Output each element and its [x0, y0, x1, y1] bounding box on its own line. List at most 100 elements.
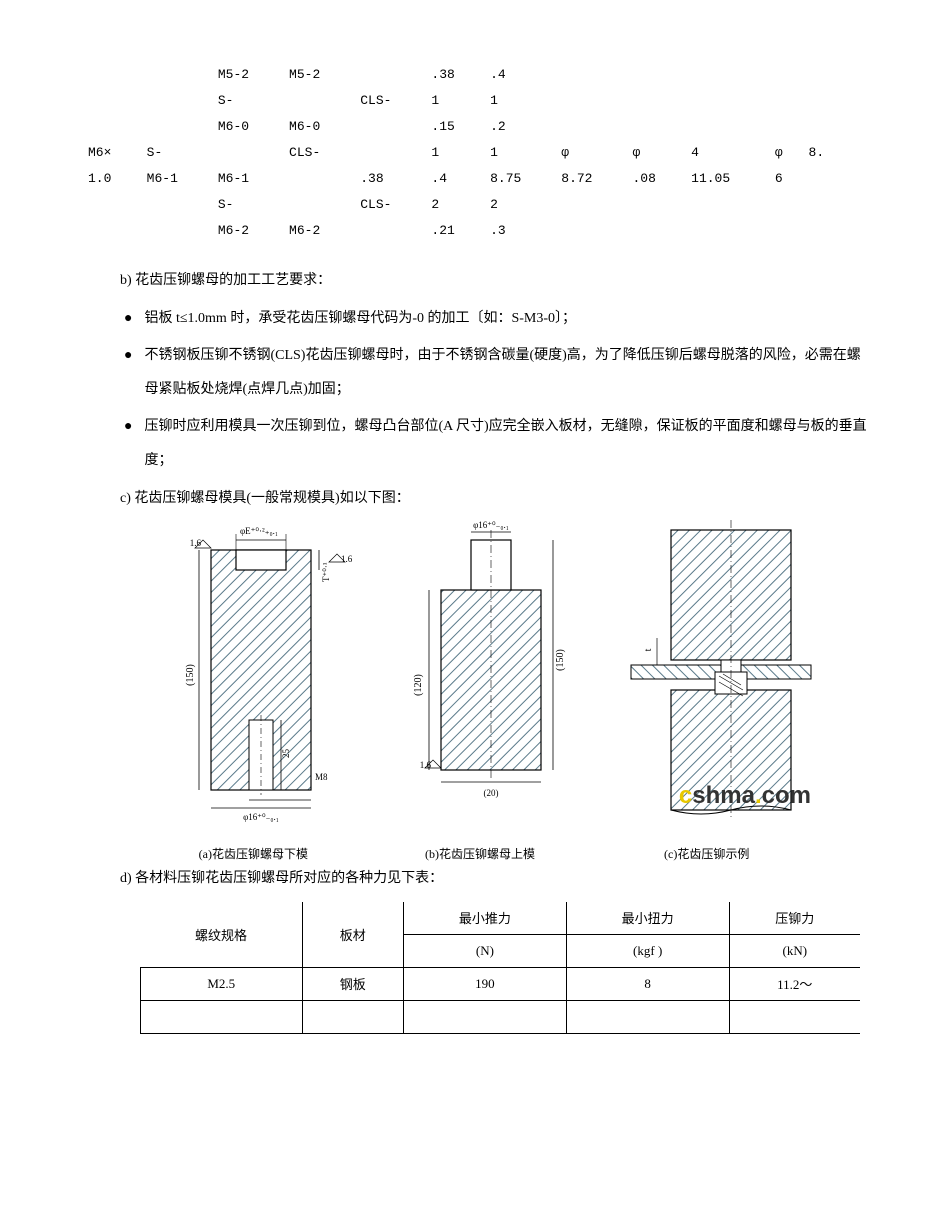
spec-cell [685, 114, 767, 138]
th-force-unit: (kN) [729, 934, 860, 967]
spec-cell [685, 88, 767, 112]
svg-text:(20): (20) [484, 788, 499, 798]
spec-cell [283, 166, 352, 190]
spec-cell: .4 [484, 62, 553, 86]
caption-b: (b)花齿压铆螺母上模 [367, 845, 594, 862]
svg-text:φE⁺⁰·²₊₀.₁: φE⁺⁰·²₊₀.₁ [240, 526, 278, 536]
spec-cell [626, 114, 683, 138]
spec-cell: 2 [425, 192, 482, 216]
th-material: 板材 [302, 902, 403, 968]
spec-cell: M6× [82, 140, 139, 164]
spec-cell: .2 [484, 114, 553, 138]
spec-cell: 4 [685, 140, 767, 164]
spec-cell [141, 218, 210, 242]
spec-cell: M6-0 [212, 114, 281, 138]
svg-text:M8: M8 [315, 772, 328, 782]
svg-text:(120): (120) [413, 674, 424, 696]
spec-cell [283, 88, 352, 112]
spec-cell [626, 88, 683, 112]
spec-cell: M5-2 [283, 62, 352, 86]
section-b-label: b) 花齿压铆螺母的加工工艺要求： [120, 264, 870, 298]
spec-cell: M6-2 [283, 218, 352, 242]
cell-torque: 8 [566, 967, 729, 1000]
watermark: cshma.com [679, 782, 811, 810]
spec-cell: 1.0 [82, 166, 139, 190]
spec-cell: .21 [425, 218, 482, 242]
spec-cell: S- [141, 140, 210, 164]
th-spec: 螺纹规格 [141, 902, 303, 968]
spec-cell [82, 192, 139, 216]
section-c-label: c) 花齿压铆螺母模具(一般常规模具)如以下图： [120, 482, 870, 516]
spec-cell: M5-2 [212, 62, 281, 86]
spec-cell: 6 [769, 166, 801, 190]
spec-cell [354, 114, 423, 138]
spec-cell [626, 218, 683, 242]
svg-text:25: 25 [281, 749, 291, 759]
bullet-icon: ● [124, 410, 132, 477]
th-force: 压铆力 [729, 902, 860, 935]
spec-cell: CLS- [283, 140, 352, 164]
spec-cell [212, 140, 281, 164]
spec-cell [803, 88, 847, 112]
spec-cell [283, 192, 352, 216]
spec-cell [82, 114, 139, 138]
spec-cell: φ [626, 140, 683, 164]
bullet-text: 不锈钢板压铆不锈钢(CLS)花齿压铆螺母时，由于不锈钢含碳量(硬度)高，为了降低… [144, 339, 870, 406]
spec-cell [354, 62, 423, 86]
spec-cell: .38 [425, 62, 482, 86]
th-push-unit: (N) [404, 934, 567, 967]
spec-cell: φ [769, 140, 801, 164]
spec-cell: CLS- [354, 88, 423, 112]
th-push: 最小推力 [404, 902, 567, 935]
spec-cell: M6-2 [212, 218, 281, 242]
bullet-icon: ● [124, 302, 132, 336]
section-d-label: d) 各材料压铆花齿压铆螺母所对应的各种力见下表： [120, 862, 870, 896]
spec-cell: 1 [484, 140, 553, 164]
spec-cell [849, 218, 868, 242]
svg-text:T⁺⁰·¹: T⁺⁰·¹ [321, 562, 331, 582]
bullet-text: 压铆时应利用模具一次压铆到位，螺母凸台部位(A 尺寸)应完全嵌入板材，无缝隙，保… [144, 410, 870, 477]
spec-cell [803, 114, 847, 138]
spec-cell [849, 140, 868, 164]
th-torque-unit: (kgf ) [566, 934, 729, 967]
spec-cell [626, 192, 683, 216]
spec-cell: 1 [484, 88, 553, 112]
bullet-item: ●不锈钢板压铆不锈钢(CLS)花齿压铆螺母时，由于不锈钢含碳量(硬度)高，为了降… [124, 339, 870, 406]
spec-cell [82, 62, 139, 86]
svg-text:t: t [643, 649, 654, 652]
bullet-item: ● 铝板 t≤1.0mm 时，承受花齿压铆螺母代码为-0 的加工〔如：S-M3-0… [124, 302, 870, 336]
spec-cell [803, 166, 847, 190]
svg-text:(150): (150) [185, 664, 196, 686]
spec-cell [141, 62, 210, 86]
spec-cell: S- [212, 88, 281, 112]
spec-cell [555, 114, 624, 138]
spec-cell: S- [212, 192, 281, 216]
spec-cell [769, 192, 801, 216]
spec-cell: 1 [425, 88, 482, 112]
spec-cell [803, 192, 847, 216]
bullet-icon: ● [124, 339, 132, 406]
spec-cell: .15 [425, 114, 482, 138]
cell-spec: M2.5 [141, 967, 303, 1000]
caption-c: (c)花齿压铆示例 [593, 845, 820, 862]
spec-cell: φ [555, 140, 624, 164]
spec-cell [141, 114, 210, 138]
svg-text:(150): (150) [555, 649, 566, 671]
spec-cell [555, 62, 624, 86]
spec-cell [555, 218, 624, 242]
spec-cell [849, 192, 868, 216]
spec-cell [82, 88, 139, 112]
caption-a: (a)花齿压铆螺母下模 [140, 845, 367, 862]
spec-cell [849, 88, 868, 112]
spec-cell: 8.75 [484, 166, 553, 190]
svg-text:1.6: 1.6 [341, 554, 353, 564]
svg-text:1.6: 1.6 [420, 760, 432, 770]
spec-cell: .38 [354, 166, 423, 190]
svg-text:φ16⁺⁰₋₀.₁: φ16⁺⁰₋₀.₁ [243, 812, 279, 822]
bullet-text: 铝板 t≤1.0mm 时，承受花齿压铆螺母代码为-0 的加工〔如：S-M3-0〕… [144, 302, 576, 336]
spec-cell: 11.05 [685, 166, 767, 190]
spec-cell [626, 62, 683, 86]
spec-cell [849, 62, 868, 86]
spec-cell [354, 218, 423, 242]
cell-material: 钢板 [302, 967, 403, 1000]
